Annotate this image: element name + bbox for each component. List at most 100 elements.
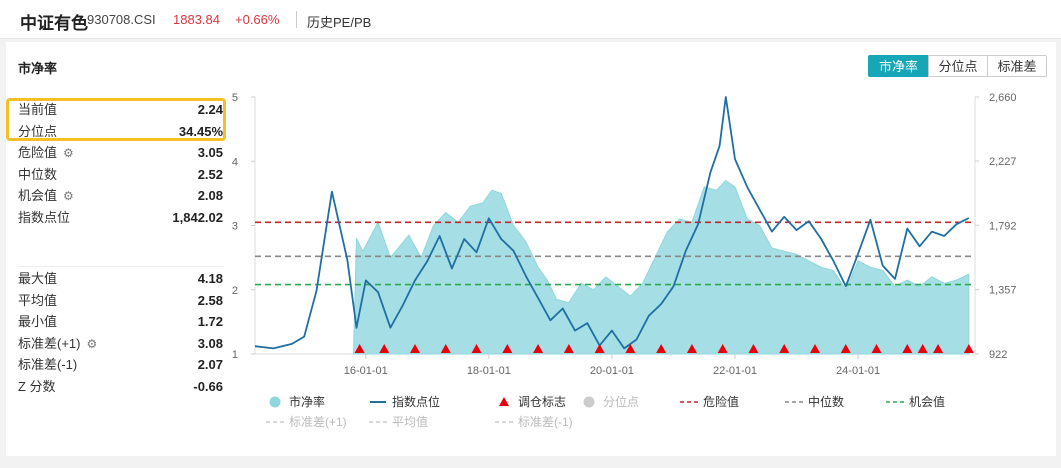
rebalance-marker <box>625 344 636 353</box>
rebalance-marker <box>902 344 913 353</box>
legend-item-3[interactable]: 分位点 <box>583 394 640 409</box>
reference-lines <box>255 221 975 286</box>
rebalance-marker <box>748 344 759 353</box>
x-tick-label: 22-01-01 <box>713 365 757 377</box>
legend-label: 平均值 <box>392 414 428 429</box>
rebalance-markers <box>354 344 974 353</box>
metric-button-stddev[interactable]: 标准差 <box>987 55 1047 77</box>
stat-label: 危险值 ⚙ <box>18 142 74 165</box>
rebalance-marker <box>502 344 513 353</box>
stat-label: 中位数 <box>18 166 58 182</box>
legend-item-1[interactable]: 指数点位 <box>370 394 440 409</box>
legend-label: 标准差(-1) <box>518 415 573 429</box>
index-price: 1883.84 <box>173 12 220 27</box>
left-tick-label: 5 <box>232 92 238 104</box>
legend-triangle-icon <box>499 397 509 406</box>
right-tick-label: 922 <box>989 349 1007 361</box>
left-tick-label: 4 <box>232 156 238 168</box>
x-tick-label: 24-01-01 <box>836 365 880 377</box>
stat-row-std-minus: 标准差(-1) 2.07 <box>18 354 223 376</box>
pb-area-path <box>353 179 970 355</box>
x-tick-label: 20-01-01 <box>590 365 634 377</box>
stat-row-zscore: Z 分数 -0.66 <box>18 376 223 398</box>
rebalance-marker <box>440 344 451 353</box>
legend-item-0[interactable]: 市净率 <box>269 394 326 409</box>
index-name: 中证有色 <box>20 14 88 33</box>
stat-value: 2.24 <box>197 102 223 117</box>
rebalance-marker <box>471 344 482 353</box>
index-line-path <box>254 96 970 350</box>
pb-chart[interactable]: 1 2 3 4 5 922 1,357 1,792 2,227 2,660 16-01-01 18-0… <box>228 86 1048 456</box>
stat-label: 指数点位 <box>18 209 71 225</box>
gear-icon[interactable]: ⚙ <box>63 189 74 204</box>
stat-label: 标准差(-1) <box>18 357 78 373</box>
stat-label: 平均值 <box>18 292 58 308</box>
metric-button-percentile[interactable]: 分位点 <box>928 55 988 77</box>
legend-item-4[interactable]: 危险值 <box>680 394 739 409</box>
left-tick-label: 2 <box>232 285 238 297</box>
legend-item-6[interactable]: 机会值 <box>886 394 945 409</box>
stat-row-opportunity: 机会值 ⚙ 2.08 <box>18 185 223 207</box>
stat-label: 标准差(+1) ⚙ <box>18 333 97 356</box>
stat-row-max: 最大值 4.18 <box>18 268 223 290</box>
legend-label: 分位点 <box>603 394 639 409</box>
stat-value: 3.05 <box>197 145 223 161</box>
stat-row-percentile: 分位点 34.45% <box>18 121 223 143</box>
valuation-card: 市净率 市净率 分位点 标准差 当前值 2.24 分位点 34.45% 危险值 ⚙ 3.… <box>6 42 1056 456</box>
legend-dot-icon <box>583 396 595 408</box>
legend-item-2[interactable]: 调仓标志 <box>499 395 566 409</box>
metric-button-pb[interactable]: 市净率 <box>868 55 929 77</box>
gear-icon[interactable]: ⚙ <box>63 146 74 161</box>
x-tick-label: 16-01-01 <box>344 365 388 377</box>
stats-top: 当前值 2.24 分位点 34.45% 危险值 ⚙ 3.05 中位数 2.52 机会值 ⚙ 2… <box>18 99 223 229</box>
legend-item-8[interactable]: 平均值 <box>369 414 428 429</box>
pb-area <box>353 179 970 355</box>
rebalance-marker <box>840 344 851 353</box>
stat-row-current: 当前值 2.24 <box>18 99 223 121</box>
right-tick-label: 1,792 <box>989 220 1017 232</box>
stat-label: 最小值 <box>18 314 58 330</box>
rebalance-marker <box>717 344 728 353</box>
right-tick-label: 2,227 <box>989 156 1017 168</box>
stat-value: 4.18 <box>197 271 223 286</box>
stats-divider <box>18 266 223 267</box>
stat-label: 分位点 <box>18 123 58 139</box>
rebalance-marker <box>533 344 544 353</box>
rebalance-marker <box>594 344 605 353</box>
rebalance-marker <box>779 344 790 353</box>
legend-label: 市净率 <box>289 394 325 409</box>
rebalance-marker <box>686 344 697 353</box>
legend-label: 指数点位 <box>392 394 440 409</box>
rebalance-marker <box>354 344 365 353</box>
gear-icon[interactable]: ⚙ <box>86 336 98 351</box>
legend-dot-icon <box>269 396 281 408</box>
stat-label: 最大值 <box>18 271 58 286</box>
stat-row-std-plus: 标准差(+1) ⚙ 3.08 <box>18 333 223 355</box>
stat-label: 当前值 <box>18 102 58 117</box>
left-tick-label: 3 <box>232 221 238 233</box>
legend-item-5[interactable]: 中位数 <box>785 394 844 409</box>
stat-label: Z 分数 <box>18 378 56 394</box>
stat-row-median: 中位数 2.52 <box>18 164 223 186</box>
right-tick-label: 1,357 <box>989 285 1017 297</box>
legend-item-9[interactable]: 标准差(-1) <box>495 415 573 429</box>
legend-label: 危险值 <box>703 394 739 409</box>
history-pe-pb-tab[interactable]: 历史PE/PB <box>307 15 372 30</box>
stat-value: 1.72 <box>197 314 223 330</box>
rebalance-marker <box>871 344 882 353</box>
stat-row-min: 最小值 1.72 <box>18 311 223 333</box>
header-bar: 中证有色 930708.CSI 1883.84 +0.66% 历史PE/PB <box>0 0 1061 39</box>
chart-axes: 1 2 3 4 5 922 1,357 1,792 2,227 2,660 16-01-01 18-0… <box>232 92 1017 377</box>
stat-value: 2.07 <box>197 357 223 373</box>
legend-item-7[interactable]: 标准差(+1) <box>266 415 347 429</box>
legend-label: 中位数 <box>808 394 844 409</box>
legend-label: 标准差(+1) <box>289 415 347 429</box>
legend-label: 机会值 <box>909 394 945 409</box>
current-value-highlight <box>6 98 226 141</box>
index-change: +0.66% <box>235 12 280 27</box>
stat-value: -0.66 <box>193 378 223 394</box>
stat-value: 1,842.02 <box>172 209 223 225</box>
stat-value: 2.52 <box>197 166 223 182</box>
stat-value: 3.08 <box>197 335 223 351</box>
